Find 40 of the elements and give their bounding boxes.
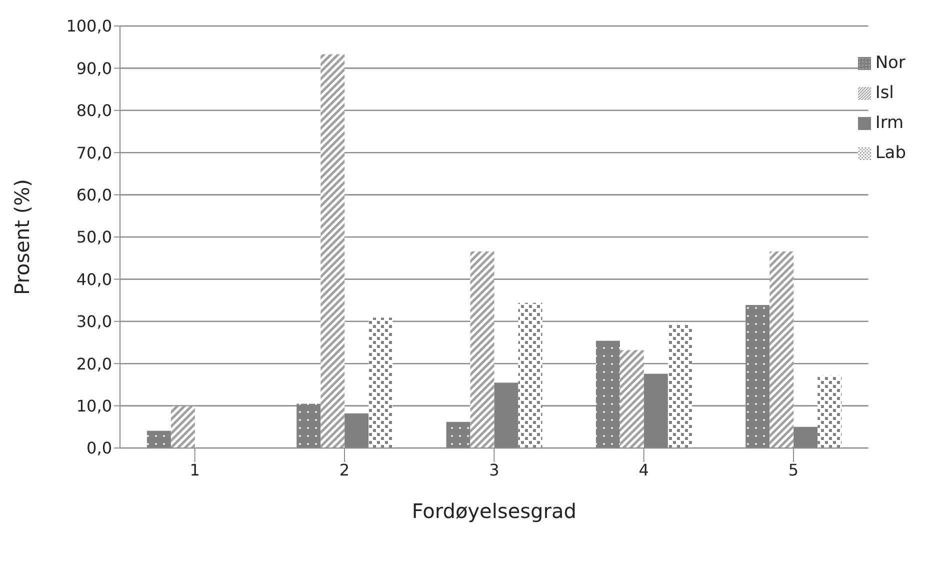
y-tick-label: 100,0 bbox=[66, 16, 112, 36]
bar bbox=[644, 374, 668, 448]
bar bbox=[344, 413, 369, 448]
y-tick-label: 60,0 bbox=[76, 185, 112, 204]
legend-label: Nor bbox=[875, 53, 906, 73]
bar bbox=[470, 251, 494, 448]
bar bbox=[794, 426, 818, 448]
y-tick-label: 20,0 bbox=[76, 354, 112, 374]
legend-label: Isl bbox=[875, 83, 894, 103]
bar bbox=[368, 318, 393, 448]
x-tick-label: 2 bbox=[339, 460, 350, 480]
bar bbox=[494, 382, 518, 448]
x-tick-label: 5 bbox=[788, 460, 799, 480]
bar bbox=[446, 422, 470, 448]
legend-label: Lab bbox=[875, 143, 906, 163]
y-axis-title: Prosent (%) bbox=[10, 179, 34, 295]
y-tick-label: 0,0 bbox=[86, 438, 112, 458]
x-tick-label: 4 bbox=[638, 460, 649, 480]
bar bbox=[668, 324, 692, 448]
x-tick-label: 3 bbox=[489, 460, 500, 480]
y-tick-label: 10,0 bbox=[76, 396, 112, 416]
y-tick-label: 50,0 bbox=[76, 228, 112, 247]
bar bbox=[146, 430, 171, 448]
y-tick-label: 70,0 bbox=[76, 143, 112, 162]
bar bbox=[170, 406, 195, 448]
y-tick-label: 80,0 bbox=[76, 101, 112, 120]
bar bbox=[770, 251, 794, 448]
y-tick-label: 90,0 bbox=[76, 58, 112, 78]
bar bbox=[818, 376, 842, 448]
y-tick-label: 40,0 bbox=[76, 270, 112, 289]
bar bbox=[746, 304, 770, 448]
legend-label: Irm bbox=[875, 113, 904, 133]
bar bbox=[320, 54, 345, 448]
x-tick-label: 1 bbox=[190, 460, 200, 480]
bar bbox=[596, 340, 620, 448]
bar bbox=[518, 302, 542, 448]
bar bbox=[620, 350, 644, 448]
bar bbox=[296, 404, 321, 448]
x-axis-title: Fordøyelsesgrad bbox=[412, 499, 576, 523]
y-tick-label: 30,0 bbox=[76, 312, 112, 332]
